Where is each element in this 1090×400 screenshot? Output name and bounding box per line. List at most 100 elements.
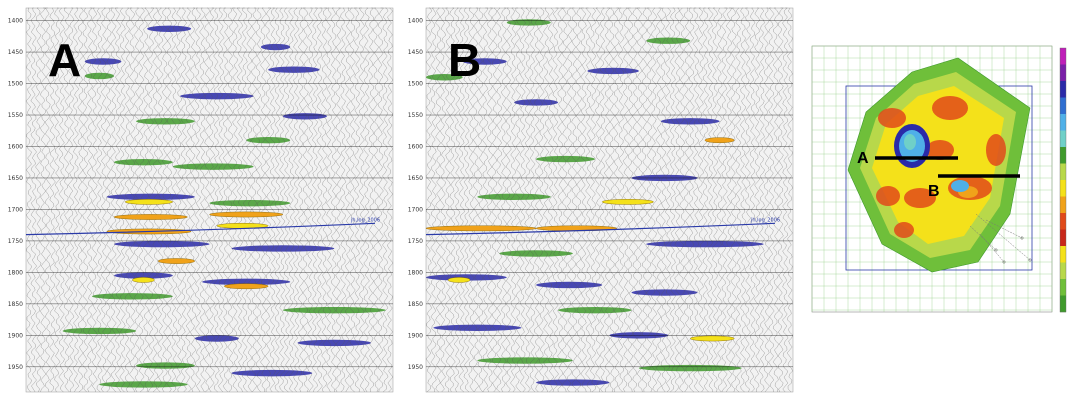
time-tick-label: 1700 (8, 206, 23, 213)
seismic-trace (449, 7, 456, 393)
well-marker (1028, 258, 1032, 262)
attribute-map-canvas: AB (811, 45, 1067, 313)
time-tick-label: 1550 (8, 112, 23, 119)
seismic-trace (339, 7, 347, 393)
colorbar-segment (1060, 213, 1066, 230)
time-tick-label: 1650 (408, 175, 423, 182)
seismic-trace (458, 7, 466, 393)
well-path (985, 219, 1023, 239)
amplitude-event (660, 118, 720, 125)
time-tick-label: 1850 (408, 301, 423, 308)
seismic-trace (575, 7, 583, 393)
seismic-trace (650, 7, 658, 393)
seismic-trace (353, 7, 361, 393)
amplitude-event (646, 37, 691, 44)
seismic-trace (199, 7, 206, 393)
seismic-trace (208, 7, 216, 393)
time-tick-label: 1850 (8, 301, 23, 308)
seismic-trace (627, 7, 634, 393)
time-tick-label: 1450 (408, 49, 423, 56)
seismic-trace (599, 7, 606, 393)
seismic-trace (128, 7, 136, 393)
colorbar-segment (1060, 163, 1066, 181)
amplitude-event (646, 240, 764, 248)
seismic-trace (119, 7, 126, 393)
time-tick-label: 1600 (408, 143, 423, 150)
attribute-high-patch (904, 188, 936, 208)
seismic-trace (468, 7, 475, 393)
seismic-trace (519, 7, 527, 393)
colorbar-segment (1060, 81, 1066, 98)
time-grid (26, 20, 393, 368)
amplitude-event (136, 362, 195, 369)
time-tick-label: 1700 (408, 206, 423, 213)
amplitude-event (462, 58, 507, 65)
seismic-trace (688, 7, 695, 393)
amplitude-event (433, 324, 522, 331)
seismic-trace (669, 7, 676, 393)
seismic-trace (232, 7, 239, 393)
seismic-trace (100, 7, 108, 393)
seismic-trace (35, 7, 42, 393)
amplitude-event (99, 381, 188, 388)
attribute-high-patch (878, 108, 906, 128)
time-tick-label: 1900 (408, 332, 423, 339)
horizon-line (25, 222, 376, 236)
seismic-trace (161, 7, 169, 393)
seismic-trace (297, 7, 305, 393)
seismic-trace (435, 7, 442, 393)
time-tick-label: 1750 (8, 238, 23, 245)
attribute-high-patch (894, 222, 914, 238)
amplitude-event (477, 193, 551, 201)
seismic-trace (603, 7, 611, 393)
amplitude-event (231, 369, 313, 377)
section-letter: A (48, 34, 81, 86)
time-axis: 1400 1450 1500 1550 1600 1650 1700 1750 1800 1850… (408, 18, 423, 371)
seismic-trace (382, 7, 389, 393)
colorbar-segment (1060, 196, 1066, 214)
seismic-trace (180, 7, 187, 393)
seismic-trace (358, 7, 366, 393)
seismic-trace (524, 7, 531, 393)
seismic-trace (114, 7, 122, 393)
seismic-trace (500, 7, 508, 393)
seismic-trace (189, 7, 197, 393)
time-tick-label: 1400 (8, 18, 23, 25)
seismic-trace (227, 7, 234, 393)
seismic-trace (166, 7, 173, 393)
seismic-trace (264, 7, 272, 392)
seismic-trace (377, 7, 384, 393)
seismic-trace (721, 7, 728, 393)
seismic-trace (453, 7, 461, 393)
amplitude-event (84, 58, 122, 65)
amplitude-event (62, 327, 137, 335)
bright-spot (209, 211, 284, 218)
time-tick-label: 1500 (8, 81, 23, 88)
seismic-trace (482, 7, 489, 393)
seismic-trace (241, 7, 248, 393)
seismic-trace (222, 7, 230, 393)
attribute-zone (872, 86, 1004, 244)
seismic-trace (269, 7, 276, 393)
seismic-trace (175, 7, 183, 393)
seismic-traces (425, 7, 794, 393)
amplitude-event (106, 193, 195, 201)
amplitude-event (209, 199, 291, 207)
seismic-trace (777, 7, 784, 393)
seismic-trace (194, 7, 201, 393)
colorbar-segment (1060, 229, 1066, 247)
seismic-trace (547, 7, 555, 393)
seismic-trace (133, 7, 140, 393)
amplitude-event (136, 118, 195, 125)
seismic-trace (758, 7, 766, 393)
time-tick-label: 1750 (408, 238, 423, 245)
seismic-trace (608, 7, 616, 393)
seismic-trace (444, 7, 451, 393)
amplitude-event (297, 339, 371, 347)
seismic-trace (641, 7, 648, 393)
seismic-trace (660, 7, 667, 393)
seismic-trace (335, 7, 342, 393)
amplitude-event (426, 274, 507, 281)
seismic-trace (430, 7, 437, 393)
